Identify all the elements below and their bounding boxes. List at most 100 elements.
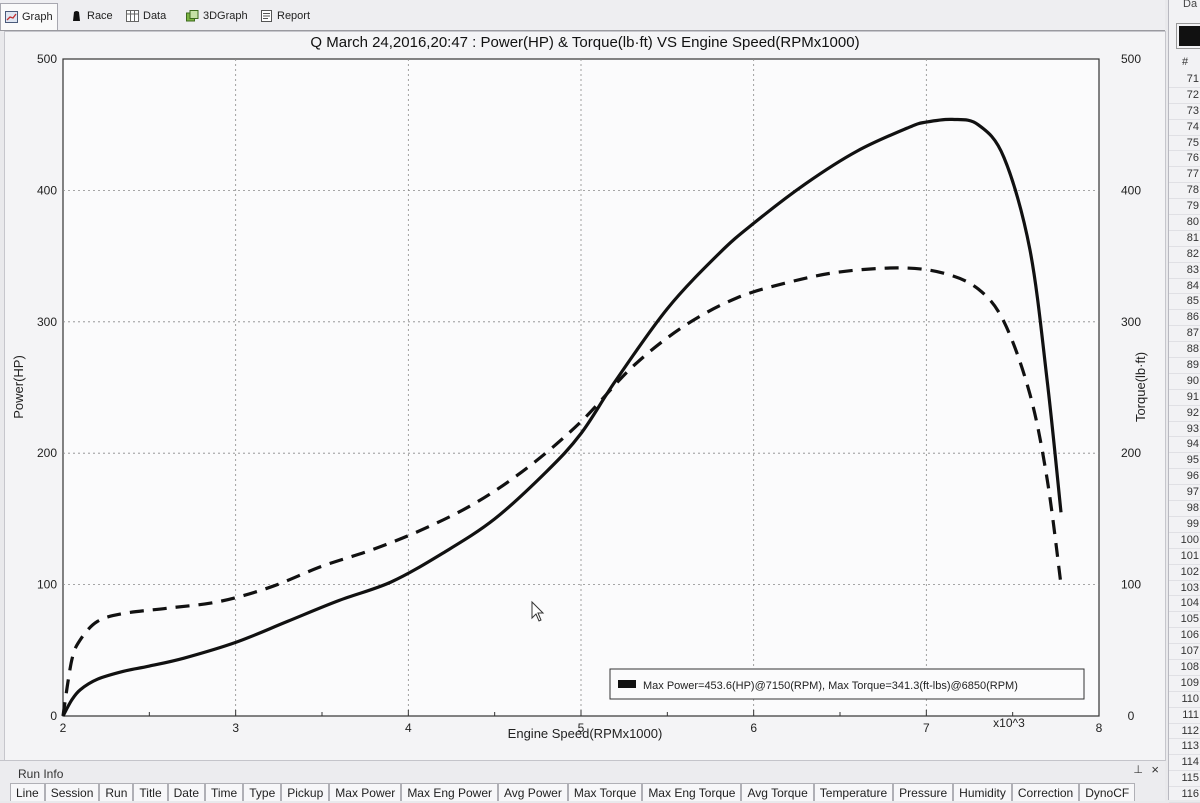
row-number[interactable]: 84 <box>1169 279 1200 295</box>
column-header[interactable]: Correction <box>1011 783 1080 801</box>
row-number[interactable]: 106 <box>1169 628 1200 645</box>
row-number[interactable]: 80 <box>1169 215 1200 231</box>
row-number[interactable]: 71 <box>1169 72 1200 88</box>
column-header[interactable]: Line <box>10 783 45 801</box>
row-number[interactable]: 85 <box>1169 294 1200 311</box>
column-header[interactable]: Type <box>243 783 282 801</box>
run-info-title: Run Info <box>18 767 64 781</box>
column-header[interactable]: Max Eng Torque <box>642 783 742 801</box>
row-number[interactable]: 81 <box>1169 231 1200 247</box>
row-number[interactable]: 74 <box>1169 120 1200 136</box>
row-number[interactable]: 108 <box>1169 660 1200 676</box>
x-axis-label: Engine Speed(RPMx1000) <box>508 726 663 741</box>
row-number[interactable]: 87 <box>1169 326 1200 343</box>
row-number[interactable]: 111 <box>1169 708 1200 724</box>
row-number[interactable]: 93 <box>1169 422 1200 438</box>
tab-report[interactable]: Report <box>256 5 314 27</box>
column-header[interactable]: Avg Power <box>498 783 568 801</box>
legend: Max Power=453.6(HP)@7150(RPM), Max Torqu… <box>609 668 1085 700</box>
column-header[interactable]: Pressure <box>893 783 954 801</box>
row-number[interactable]: 75 <box>1169 136 1200 152</box>
row-number[interactable]: 97 <box>1169 485 1200 502</box>
panel-header: Da <box>1183 0 1198 10</box>
column-header[interactable]: Run <box>99 783 134 801</box>
column-header[interactable]: Max Torque <box>567 783 643 801</box>
column-header[interactable]: Time <box>205 783 244 801</box>
y-tick-label: 300 <box>37 315 57 329</box>
legend-swatch <box>618 680 636 688</box>
column-header[interactable]: Date <box>167 783 205 801</box>
row-number[interactable]: 89 <box>1169 358 1200 374</box>
y-axis-label: Power(HP) <box>11 355 26 419</box>
row-number-header: # <box>1182 56 1189 68</box>
tab-data[interactable]: Data <box>122 5 170 27</box>
tab-label: Graph <box>22 11 53 23</box>
row-number[interactable]: 76 <box>1169 151 1200 168</box>
row-number[interactable]: 105 <box>1169 612 1200 629</box>
column-header[interactable]: Max Eng Power <box>401 783 499 801</box>
row-number[interactable]: 77 <box>1169 167 1200 184</box>
column-header[interactable]: Temperature <box>813 783 894 801</box>
row-number[interactable]: 102 <box>1169 565 1200 581</box>
column-header[interactable]: Session <box>44 783 100 801</box>
torque-curve <box>61 266 1063 717</box>
row-number[interactable]: 116 <box>1169 787 1200 803</box>
row-number[interactable]: 94 <box>1169 437 1200 454</box>
row-number[interactable]: 73 <box>1169 104 1200 120</box>
row-number[interactable]: 103 <box>1169 581 1200 597</box>
row-number[interactable]: 110 <box>1169 692 1200 708</box>
column-header[interactable]: Avg Torque <box>741 783 814 801</box>
column-header[interactable]: Title <box>133 783 168 801</box>
row-number[interactable]: 86 <box>1169 310 1200 327</box>
tab-label: 3DGraph <box>203 10 248 22</box>
legend-box <box>609 668 1085 700</box>
y-tick-label: 100 <box>37 578 57 592</box>
row-number-list: 71 72 73 74 75 76 77 78 79 80 81 82 83 84 85 86 87 88 89 90… <box>1169 72 1200 803</box>
close-icon[interactable]: × <box>1151 762 1159 777</box>
row-number[interactable]: 78 <box>1169 183 1200 200</box>
column-header[interactable]: Pickup <box>281 783 330 801</box>
row-number[interactable]: 100 <box>1169 533 1200 549</box>
row-number[interactable]: 90 <box>1169 374 1200 390</box>
run-info-column-headers: Line Session Run Title Date Time Type Pickup Max… <box>10 783 1136 801</box>
row-number[interactable]: 99 <box>1169 517 1200 533</box>
x-tick-label: 6 <box>750 721 757 735</box>
row-number[interactable]: 83 <box>1169 263 1200 279</box>
row-number[interactable]: 107 <box>1169 644 1200 660</box>
tab-label: Race <box>87 10 113 22</box>
row-number[interactable]: 91 <box>1169 390 1200 406</box>
mouse-cursor-icon <box>531 600 545 622</box>
y2-axis-label: Torque(lb·ft) <box>1133 352 1148 422</box>
row-number[interactable]: 82 <box>1169 247 1200 263</box>
dyno-chart[interactable]: 2 3 4 5 6 7 8 0 100 200 300 400 500 0 100 200 300 400 50… <box>5 32 1165 760</box>
data-icon <box>126 10 139 22</box>
row-number[interactable]: 79 <box>1169 199 1200 216</box>
row-number[interactable]: 104 <box>1169 596 1200 613</box>
tab-race[interactable]: Race <box>66 5 117 27</box>
row-number[interactable]: 113 <box>1169 739 1200 756</box>
y-tick-label: 200 <box>37 446 57 460</box>
data-side-panel: Da # 71 72 73 74 75 76 77 78 79 80 81 82 83 84 85 86 87 8… <box>1168 0 1200 803</box>
y2-tick-label: 500 <box>1121 52 1141 66</box>
column-header[interactable]: Humidity <box>953 783 1012 801</box>
tab-3dgraph[interactable]: 3DGraph <box>182 5 252 27</box>
x-multiplier-label: x10^3 <box>993 716 1025 730</box>
row-number[interactable]: 96 <box>1169 469 1200 486</box>
row-number[interactable]: 92 <box>1169 406 1200 422</box>
color-swatch[interactable] <box>1177 24 1200 48</box>
3dgraph-icon <box>186 10 199 22</box>
row-number[interactable]: 101 <box>1169 549 1200 565</box>
column-header[interactable]: DynoCF <box>1079 783 1136 801</box>
y-tick-label: 400 <box>37 183 57 197</box>
row-number[interactable]: 115 <box>1169 771 1200 788</box>
column-header[interactable]: Max Power <box>329 783 402 801</box>
pin-icon[interactable]: ⊥ <box>1133 764 1143 776</box>
row-number[interactable]: 88 <box>1169 342 1200 359</box>
row-number[interactable]: 114 <box>1169 755 1200 772</box>
row-number[interactable]: 109 <box>1169 676 1200 692</box>
row-number[interactable]: 95 <box>1169 453 1200 470</box>
row-number[interactable]: 112 <box>1169 724 1200 740</box>
tab-graph[interactable]: Graph <box>0 3 58 30</box>
row-number[interactable]: 98 <box>1169 501 1200 517</box>
row-number[interactable]: 72 <box>1169 88 1200 104</box>
